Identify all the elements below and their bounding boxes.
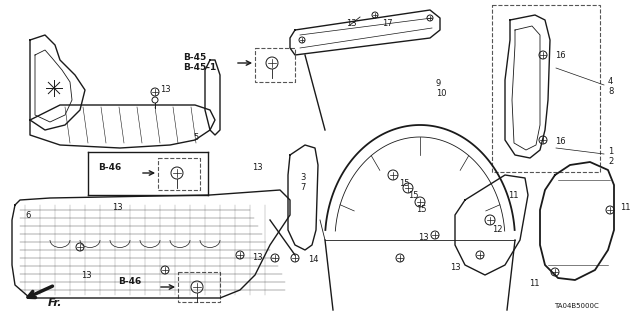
Text: 11: 11 <box>620 204 630 212</box>
Text: 13: 13 <box>450 263 461 272</box>
Text: 1: 1 <box>608 147 613 157</box>
Bar <box>255 48 295 82</box>
Text: 11: 11 <box>529 278 540 287</box>
Text: 14: 14 <box>308 255 319 263</box>
Text: 4: 4 <box>608 78 613 86</box>
Text: 11: 11 <box>508 190 518 199</box>
Text: B-45: B-45 <box>183 53 206 62</box>
Text: 13: 13 <box>81 271 92 279</box>
Text: 8: 8 <box>608 87 613 97</box>
Text: B-45-1: B-45-1 <box>183 63 216 72</box>
Text: 13: 13 <box>252 254 262 263</box>
Bar <box>492 5 600 172</box>
Text: 6: 6 <box>25 211 30 219</box>
Text: TA04B5000C: TA04B5000C <box>554 303 599 309</box>
Text: 13: 13 <box>346 19 356 28</box>
Text: 13: 13 <box>252 162 262 172</box>
Text: 16: 16 <box>555 50 566 60</box>
Text: 13: 13 <box>160 85 171 93</box>
Text: B-46: B-46 <box>118 278 141 286</box>
Text: 10: 10 <box>436 88 447 98</box>
Text: 13: 13 <box>112 204 123 212</box>
Text: 3: 3 <box>300 174 305 182</box>
Text: B-46: B-46 <box>98 164 121 173</box>
Text: Fr.: Fr. <box>48 298 63 308</box>
Text: 15: 15 <box>416 204 426 213</box>
Text: 9: 9 <box>436 78 441 87</box>
Text: 15: 15 <box>399 179 410 188</box>
Text: 7: 7 <box>300 183 305 192</box>
Text: 17: 17 <box>382 19 392 28</box>
Text: 16: 16 <box>555 137 566 146</box>
Text: 5: 5 <box>193 132 198 142</box>
Text: 12: 12 <box>492 226 502 234</box>
Bar <box>158 158 200 190</box>
Text: 2: 2 <box>608 158 613 167</box>
Bar <box>178 272 220 302</box>
Text: 15: 15 <box>408 191 419 201</box>
Text: 13: 13 <box>418 234 429 242</box>
